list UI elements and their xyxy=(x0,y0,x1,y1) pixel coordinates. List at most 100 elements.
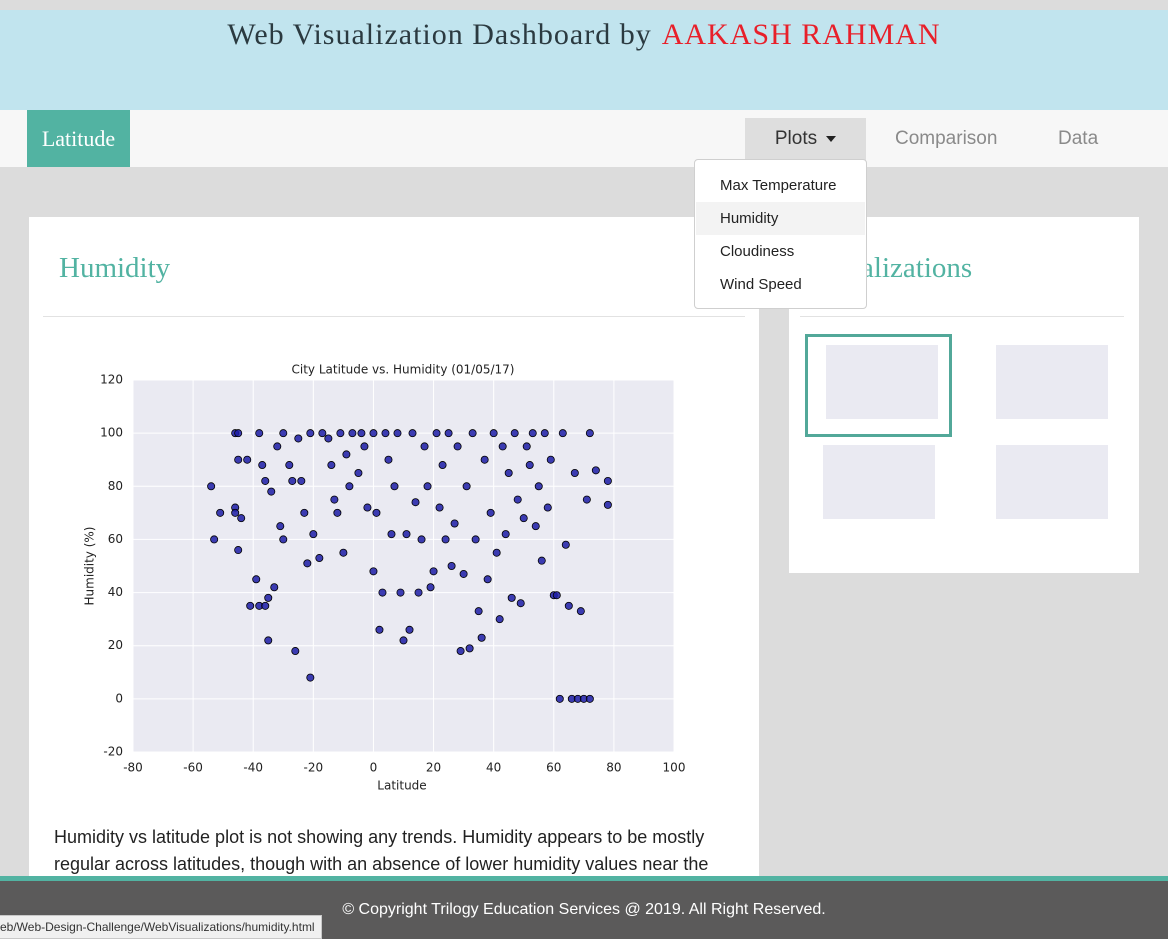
point xyxy=(603,476,612,485)
x-tick-label: 40 xyxy=(486,761,501,775)
point xyxy=(417,535,426,544)
point xyxy=(525,461,534,470)
point xyxy=(441,535,450,544)
point xyxy=(387,530,396,539)
brand[interactable]: Latitude xyxy=(27,110,130,167)
dropdown-item[interactable]: Wind Speed xyxy=(720,276,802,293)
point xyxy=(267,487,276,496)
point xyxy=(333,508,342,517)
point xyxy=(519,514,528,523)
scatter-chart: City Latitude vs. Humidity (01/05/17) La… xyxy=(83,363,686,793)
point xyxy=(306,673,315,682)
point xyxy=(528,429,537,438)
point xyxy=(306,429,315,438)
plot-area xyxy=(133,380,674,752)
y-tick-label: 80 xyxy=(108,479,123,493)
point xyxy=(501,530,510,539)
point xyxy=(276,522,285,531)
dropdown-item[interactable]: Cloudiness xyxy=(720,243,795,260)
point xyxy=(396,588,405,597)
point xyxy=(432,429,441,438)
thumbnail[interactable] xyxy=(978,337,1119,434)
nav-link[interactable]: Data xyxy=(1058,128,1099,149)
divider xyxy=(43,316,745,317)
plots-dropdown[interactable]: Plots xyxy=(745,118,866,160)
x-tick-label: 60 xyxy=(546,761,561,775)
x-tick-label: 20 xyxy=(426,761,441,775)
point xyxy=(459,569,468,578)
point xyxy=(591,466,600,475)
title-text: Web Visualization Dashboard by xyxy=(227,18,652,51)
paragraph: Humidity vs latitude plot is not showing… xyxy=(54,827,709,874)
point xyxy=(480,455,489,464)
thumb-plot xyxy=(826,345,938,419)
point xyxy=(261,476,270,485)
thumbnail[interactable] xyxy=(805,334,952,437)
point xyxy=(540,429,549,438)
point xyxy=(546,455,555,464)
point xyxy=(435,503,444,512)
point xyxy=(231,508,240,517)
point xyxy=(564,601,573,610)
point xyxy=(258,461,267,470)
y-tick-label: 0 xyxy=(115,691,123,705)
nav-link[interactable]: Comparison xyxy=(895,128,998,149)
thumbnail[interactable] xyxy=(805,437,946,534)
x-tick-label: 80 xyxy=(606,761,621,775)
point xyxy=(348,429,357,438)
main-heading: Humidity xyxy=(59,252,171,284)
side-card: Visualizations xyxy=(789,217,1139,573)
point xyxy=(399,636,408,645)
x-tick-label: -20 xyxy=(304,761,324,775)
point xyxy=(510,429,519,438)
dropdown-item[interactable]: Max Temperature xyxy=(720,177,837,194)
point xyxy=(273,442,282,451)
point xyxy=(483,575,492,584)
y-tick-label: 20 xyxy=(108,638,123,652)
point xyxy=(300,508,309,517)
point xyxy=(318,429,327,438)
point xyxy=(381,429,390,438)
point xyxy=(390,482,399,491)
point xyxy=(342,450,351,459)
point xyxy=(504,469,513,478)
point xyxy=(324,434,333,443)
y-axis-label: Humidity (%) xyxy=(83,527,97,606)
point xyxy=(450,519,459,528)
point xyxy=(420,442,429,451)
point xyxy=(561,540,570,549)
point xyxy=(444,429,453,438)
point xyxy=(474,607,483,616)
point xyxy=(216,508,225,517)
point xyxy=(279,535,288,544)
point xyxy=(375,625,384,634)
point xyxy=(261,601,270,610)
point xyxy=(537,556,546,565)
point xyxy=(234,546,243,555)
point xyxy=(315,554,324,563)
thumbnail[interactable] xyxy=(978,437,1119,534)
point xyxy=(288,476,297,485)
point xyxy=(255,429,264,438)
chart-title: City Latitude vs. Humidity (01/05/17) xyxy=(291,363,514,377)
point xyxy=(414,588,423,597)
point xyxy=(210,535,219,544)
point xyxy=(489,429,498,438)
point xyxy=(552,591,561,600)
point xyxy=(369,567,378,576)
point xyxy=(405,625,414,634)
point xyxy=(264,636,273,645)
point xyxy=(555,694,564,703)
y-tick-label: 40 xyxy=(108,585,123,599)
point xyxy=(492,548,501,557)
point xyxy=(516,599,525,608)
point xyxy=(402,530,411,539)
point xyxy=(243,455,252,464)
header xyxy=(0,10,1168,110)
point xyxy=(378,588,387,597)
dropdown-item[interactable]: Humidity xyxy=(696,202,865,235)
point xyxy=(438,461,447,470)
point xyxy=(357,429,366,438)
point xyxy=(507,593,516,602)
point xyxy=(345,482,354,491)
